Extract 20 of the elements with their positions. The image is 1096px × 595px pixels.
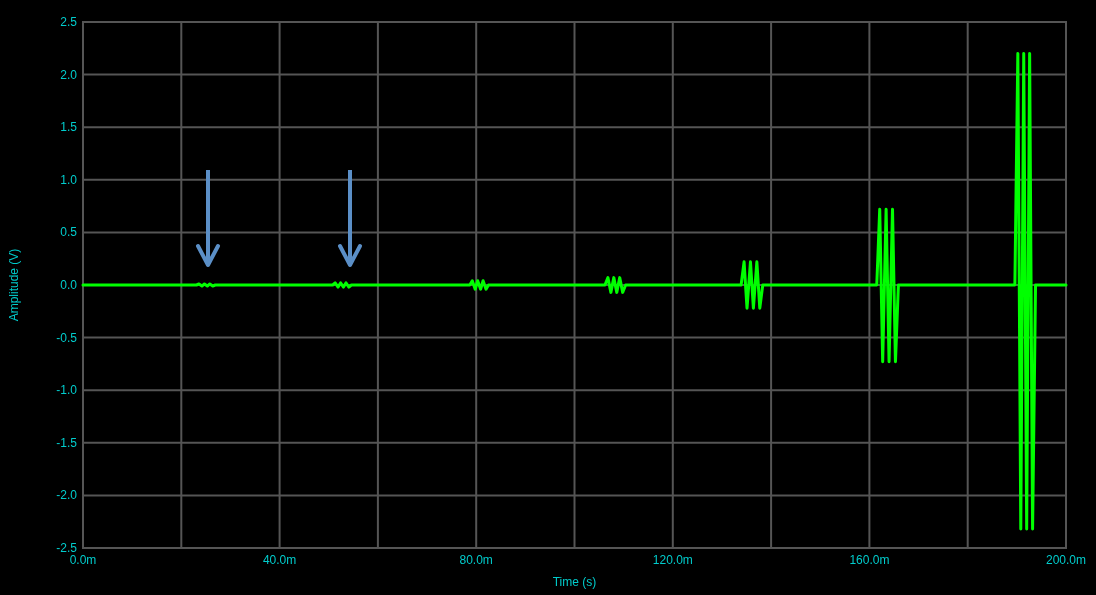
x-tick-label: 200.0m: [1045, 553, 1087, 567]
x-tick-label: 120.0m: [652, 553, 693, 567]
x-tick-label: 80.0m: [459, 553, 493, 567]
y-tick-label: 1.5: [60, 120, 78, 135]
x-axis-title: Time (s): [552, 575, 597, 589]
y-tick-label: 0.0: [60, 278, 78, 292]
line-series: [81, 52, 1068, 531]
y-tick-label: 1.0: [60, 172, 78, 187]
y-tick-label: 2.5: [60, 15, 78, 29]
y-axis-title: Amplitude (V): [7, 248, 21, 322]
y-tick-label: -1.0: [56, 383, 78, 398]
y-tick-label: -0.5: [56, 330, 78, 345]
y-tick-label: 2.0: [60, 67, 78, 82]
y-tick-label: -1.5: [56, 435, 78, 450]
y-tick-label: -2.5: [56, 541, 78, 555]
x-tick-label: 0.0m: [69, 553, 97, 567]
x-tick-label: 40.0m: [262, 553, 297, 567]
y-tick-label: -2.0: [56, 488, 78, 503]
y-tick-label: 0.5: [60, 225, 78, 240]
x-tick-label: 160.0m: [849, 553, 890, 567]
